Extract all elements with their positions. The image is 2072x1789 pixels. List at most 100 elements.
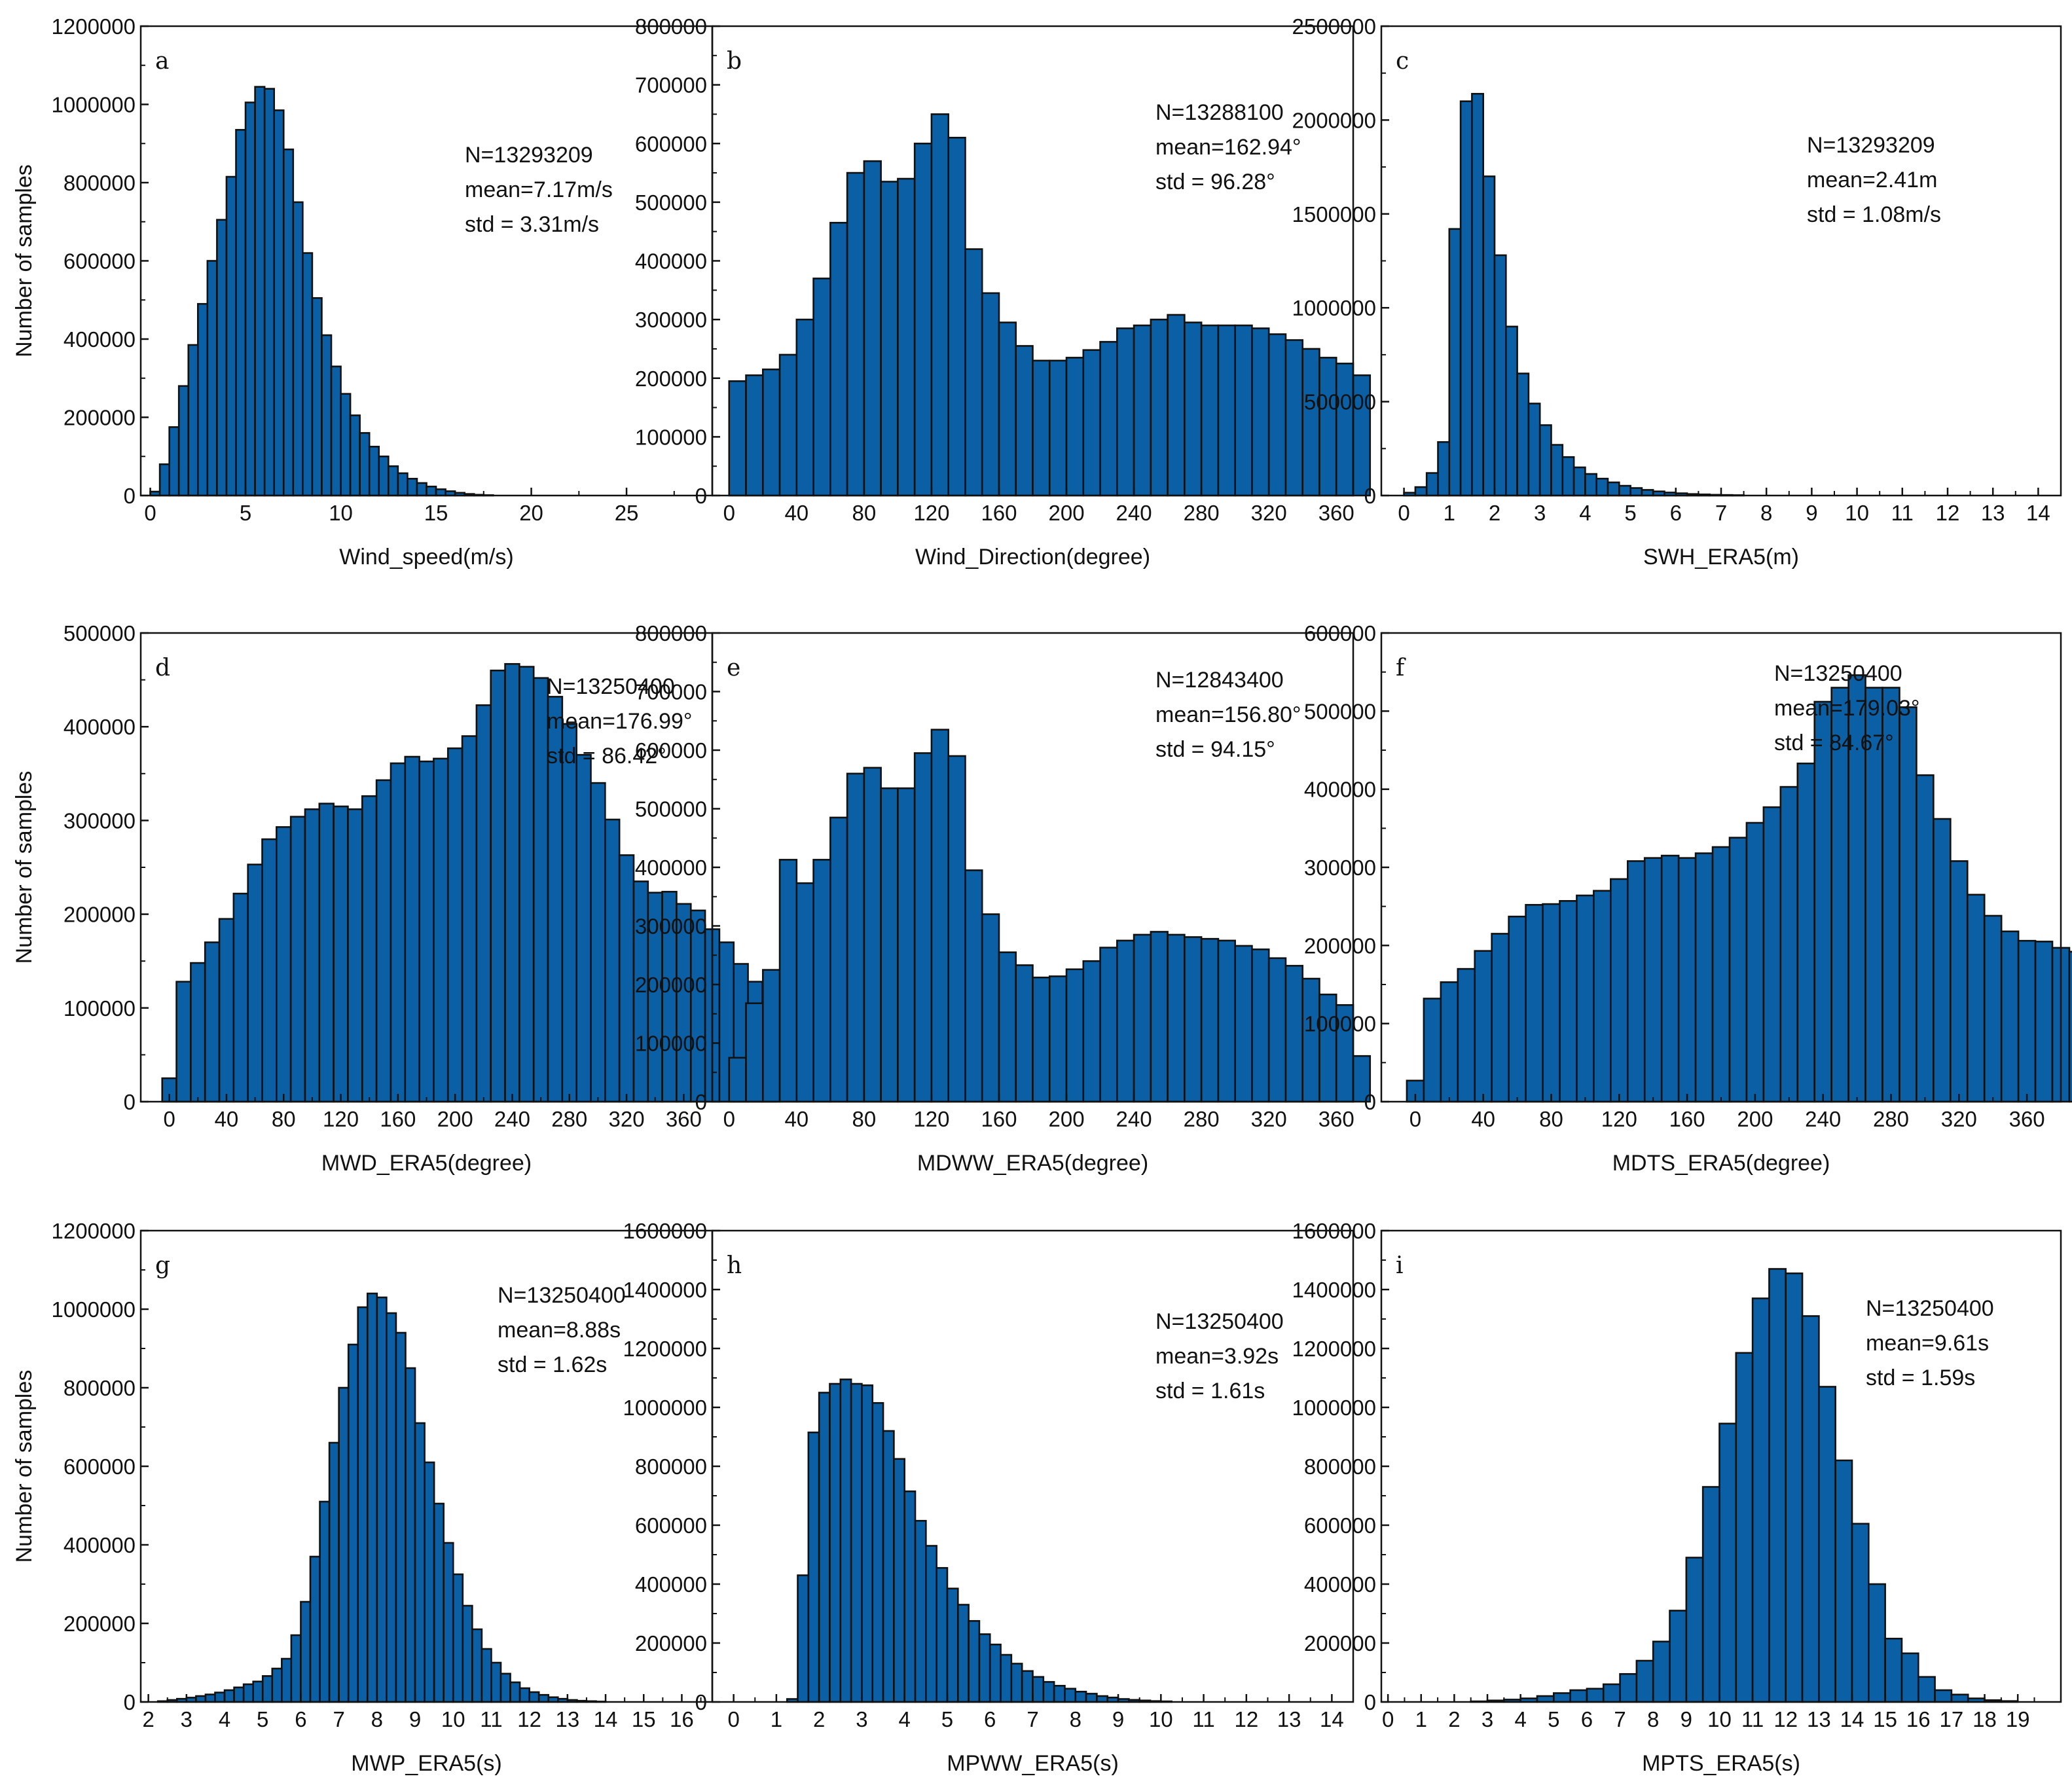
stat-std: std = 1.62s xyxy=(498,1352,607,1377)
bar xyxy=(1593,890,1612,1103)
x-tick-label: 160 xyxy=(981,501,1017,525)
bar xyxy=(1284,339,1304,497)
y-tick-label: 1600000 xyxy=(1292,1219,1376,1243)
y-tick-label: 200000 xyxy=(1304,1631,1376,1655)
x-tick-label: 320 xyxy=(609,1107,645,1131)
y-tick-label: 800000 xyxy=(635,621,707,645)
x-tick-label: 160 xyxy=(1669,1107,1705,1131)
x-tick-label: 7 xyxy=(333,1707,344,1731)
x-tick-label: 120 xyxy=(323,1107,359,1131)
bar xyxy=(998,321,1017,497)
x-tick-label: 9 xyxy=(1806,501,1817,525)
y-tick-label: 200000 xyxy=(1304,933,1376,958)
bar xyxy=(1065,357,1085,497)
y-axis-label: Number of samples xyxy=(12,1370,37,1563)
x-tick-label: 40 xyxy=(784,501,809,525)
x-tick-label: 11 xyxy=(1741,1707,1764,1731)
bar xyxy=(1950,860,1969,1103)
bar xyxy=(1768,1268,1787,1703)
x-tick-label: 12 xyxy=(517,1707,541,1731)
bar xyxy=(206,260,218,497)
bar xyxy=(1602,1683,1621,1703)
bar xyxy=(1881,687,1900,1103)
bar xyxy=(1053,1684,1066,1703)
x-tick-label: 14 xyxy=(594,1707,618,1731)
bar xyxy=(1116,327,1135,497)
y-tick-label: 300000 xyxy=(1304,856,1376,880)
bar xyxy=(1527,403,1541,497)
y-tick-label: 600000 xyxy=(635,738,707,763)
x-tick-label: 1 xyxy=(1415,1707,1427,1731)
bar xyxy=(292,201,304,497)
bar xyxy=(812,278,831,497)
bar xyxy=(1735,1352,1754,1703)
x-tick-label: 10 xyxy=(1845,501,1869,525)
bar xyxy=(1801,1315,1820,1703)
x-tick-label: 0 xyxy=(144,501,156,525)
y-tick-label: 1400000 xyxy=(623,1278,707,1302)
bar xyxy=(190,962,206,1103)
stat-std: std = 86.42° xyxy=(547,744,666,768)
bar xyxy=(490,1661,502,1703)
bar xyxy=(861,1384,874,1703)
x-tick-label: 8 xyxy=(1647,1707,1659,1731)
x-tick-label: 0 xyxy=(723,1107,735,1131)
bar xyxy=(1884,1637,1903,1703)
y-tick-label: 600000 xyxy=(64,249,136,274)
x-tick-label: 13 xyxy=(1981,501,2005,525)
bar xyxy=(271,1667,283,1703)
y-tick-label: 0 xyxy=(1364,1690,1376,1714)
bar xyxy=(1868,1583,1886,1703)
x-tick-label: 2 xyxy=(1448,1707,1460,1731)
bar xyxy=(1576,894,1595,1103)
x-tick-label: 15 xyxy=(1873,1707,1897,1731)
bar xyxy=(1685,1557,1704,1703)
bar xyxy=(387,465,399,497)
bar xyxy=(318,803,335,1103)
bar xyxy=(893,1458,905,1703)
bar xyxy=(1048,975,1068,1103)
bar xyxy=(1745,822,1765,1103)
bar xyxy=(1217,939,1236,1103)
bar xyxy=(433,757,449,1103)
bar xyxy=(1694,852,1714,1103)
bar xyxy=(349,414,361,497)
bar xyxy=(1830,687,1849,1103)
bar xyxy=(1217,324,1236,497)
bar xyxy=(1099,340,1118,497)
bar xyxy=(880,181,899,497)
stat-n: N=13293209 xyxy=(1807,133,1935,158)
bar xyxy=(1032,1676,1045,1703)
bar xyxy=(1474,950,1493,1103)
y-tick-label: 600000 xyxy=(1304,621,1376,645)
bar xyxy=(1626,860,1646,1103)
bar xyxy=(1471,92,1484,497)
panel-a: 0200000400000600000800000100000012000000… xyxy=(12,14,714,569)
bar xyxy=(254,86,266,497)
x-tick-label: 10 xyxy=(1149,1707,1173,1731)
y-tick-label: 0 xyxy=(695,1090,707,1114)
bar xyxy=(490,669,506,1103)
x-tick-label: 6 xyxy=(1581,1707,1593,1731)
x-tick-label: 40 xyxy=(215,1107,239,1131)
bar xyxy=(575,753,592,1103)
y-tick-label: 300000 xyxy=(635,914,707,939)
bar xyxy=(871,1401,884,1703)
stat-std: std = 94.15° xyxy=(1155,737,1275,762)
bar xyxy=(452,1573,464,1703)
stat-n: N=12843400 xyxy=(1155,668,1284,693)
bar xyxy=(1643,857,1663,1103)
x-tick-label: 240 xyxy=(1116,1107,1152,1131)
bar xyxy=(1267,957,1287,1103)
bar xyxy=(276,826,292,1103)
bar xyxy=(930,113,949,497)
y-tick-label: 400000 xyxy=(64,715,136,739)
x-axis-label: SWH_ERA5(m) xyxy=(1643,545,1799,569)
x-tick-label: 5 xyxy=(1548,1707,1559,1731)
x-tick-label: 10 xyxy=(1707,1707,1732,1731)
bar xyxy=(968,1619,981,1703)
bar xyxy=(1251,327,1270,497)
x-tick-label: 360 xyxy=(1318,1107,1354,1131)
y-tick-label: 400000 xyxy=(1304,1572,1376,1597)
bar xyxy=(1586,1688,1605,1703)
